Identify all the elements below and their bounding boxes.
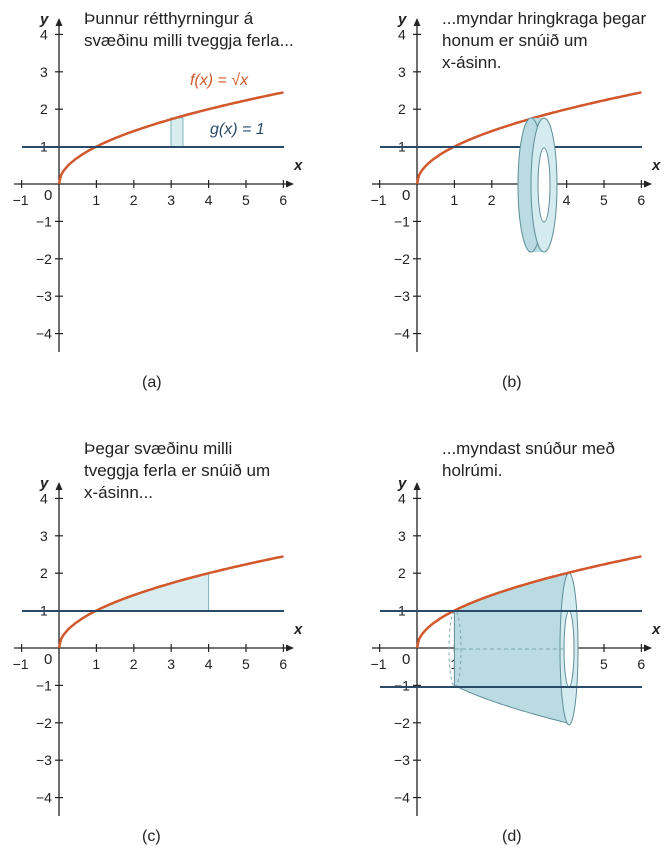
x-tick-label: 1 [92,656,100,672]
origin-label: 0 [44,187,52,204]
x-tick-label: −1 [13,656,29,672]
caption-b: ...myndar hringkraga þegar honum er snúi… [442,9,647,72]
caption-a: Þunnur rétthyrningur á svæðinu milli tve… [84,9,294,50]
x-tick-label: 6 [279,192,287,208]
y-tick-label: 2 [40,565,48,581]
graph-c: xy0−11234564321−1−2−3−4 [13,475,303,816]
y-tick-label: 4 [398,26,406,42]
x-tick-label: 1 [92,192,100,208]
y-tick-label: −2 [394,715,410,731]
panel-b: xy0−11234564321−1−2−3−4 ...myndar hringk… [358,0,669,430]
graph-a: xy0−11234564321−1−2−3−4 f(x) = √x g(x) =… [13,11,303,352]
x-tick-label: 5 [242,656,250,672]
y-tick-label: 3 [398,64,406,80]
y-tick-label: −1 [36,677,52,693]
solid-body [453,572,568,724]
y-tick-label: 4 [40,490,48,506]
x-tick-label: −1 [13,192,29,208]
y-arrow [55,18,63,26]
x-tick-label: 2 [130,656,138,672]
x-tick-label: 3 [167,656,175,672]
y-tick-label: −1 [394,213,410,229]
x-tick-label: 6 [279,656,287,672]
thin-rectangle [170,117,184,148]
y-tick-label: −4 [36,790,52,806]
axes-a: xy0−11234564321−1−2−3−4 [13,11,303,352]
y-tick-label: −2 [36,251,52,267]
y-axis-label: y [397,475,407,492]
caption-d: ...myndast snúður með holrúmi. [442,439,615,480]
panel-d: xy0−11234564321−1−2−3−4 ...myndast snúðu… [358,430,669,860]
label-c: (c) [142,828,161,845]
y-tick-label: 3 [40,528,48,544]
x-tick-label: 4 [205,192,213,208]
x-tick-label: 6 [637,192,645,208]
graph-d: xy0−11234564321−1−2−3−4 [371,475,661,816]
x-tick-label: 4 [205,656,213,672]
y-tick-label: −3 [36,752,52,768]
x-tick-label: 1 [450,192,458,208]
y-arrow [413,18,421,26]
panel-a: xy0−11234564321−1−2−3−4 f(x) = √x g(x) =… [0,0,334,430]
x-arrow [286,644,294,652]
solid-with-hole [448,572,579,726]
y-tick-label: −4 [394,790,410,806]
y-axis-label: y [397,11,407,28]
y-tick-label: −2 [36,715,52,731]
y-tick-label: 3 [40,64,48,80]
y-arrow [55,482,63,490]
y-tick-label: −3 [36,288,52,304]
x-tick-label: 3 [167,192,175,208]
solid-start-face [448,610,462,688]
y-tick-label: 4 [398,490,406,506]
axes-c: xy0−11234564321−1−2−3−4 [13,475,303,816]
y-tick-label: 2 [40,101,48,117]
x-arrow [286,180,294,188]
y-tick-label: 2 [398,565,406,581]
y-tick-label: −3 [394,752,410,768]
x-tick-label: 5 [600,656,608,672]
y-tick-label: −1 [394,677,410,693]
x-tick-label: −1 [371,656,387,672]
label-d: (d) [502,828,522,845]
y-tick-label: 2 [398,101,406,117]
region-fill [96,572,210,612]
f-label: f(x) = √x [190,72,249,89]
y-tick-label: −3 [394,288,410,304]
caption-c: Þegar svæðinu milli tveggja ferla er snú… [84,439,271,502]
label-b: (b) [502,374,522,391]
solid-hole [563,610,575,688]
panel-c: xy0−11234564321−1−2−3−4 Þegar svæðinu mi… [0,430,334,860]
y-arrow [413,482,421,490]
y-tick-label: 3 [398,528,406,544]
x-tick-label: −1 [371,192,387,208]
x-axis-label: x [651,157,661,174]
g-label: g(x) = 1 [210,121,265,138]
x-axis-label: x [293,621,303,638]
label-a: (a) [142,374,162,391]
origin-label: 0 [44,651,52,668]
x-tick-label: 6 [637,656,645,672]
y-axis-label: y [39,11,49,28]
origin-label: 0 [402,187,410,204]
y-tick-label: −2 [394,251,410,267]
graph-b: xy0−11234564321−1−2−3−4 [371,11,661,352]
washer [517,117,558,253]
x-arrow [644,644,652,652]
y-axis-label: y [39,475,49,492]
y-tick-label: −1 [36,213,52,229]
y-tick-label: 4 [40,26,48,42]
x-tick-label: 2 [488,192,496,208]
x-tick-label: 4 [563,192,571,208]
axes-b: xy0−11234564321−1−2−3−4 [371,11,661,352]
origin-label: 0 [402,651,410,668]
x-tick-label: 2 [130,192,138,208]
x-tick-label: 5 [600,192,608,208]
x-tick-label: 5 [242,192,250,208]
y-tick-label: −4 [36,326,52,342]
x-arrow [644,180,652,188]
x-axis-label: x [293,157,303,174]
x-axis-label: x [651,621,661,638]
y-tick-label: −4 [394,326,410,342]
